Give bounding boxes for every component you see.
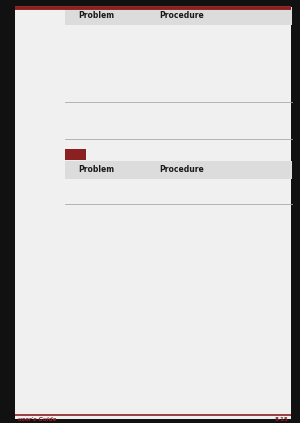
Text: user's Guide: user's Guide [18, 417, 56, 422]
Text: Problem: Problem [78, 165, 114, 174]
Text: 8-15: 8-15 [274, 417, 288, 422]
Bar [64, 161, 292, 179]
Bar [64, 149, 86, 160]
Text: Problem: Problem [78, 11, 114, 20]
Text: Procedure: Procedure [159, 11, 204, 20]
Text: Procedure: Procedure [159, 165, 204, 174]
Bar [64, 7, 292, 25]
